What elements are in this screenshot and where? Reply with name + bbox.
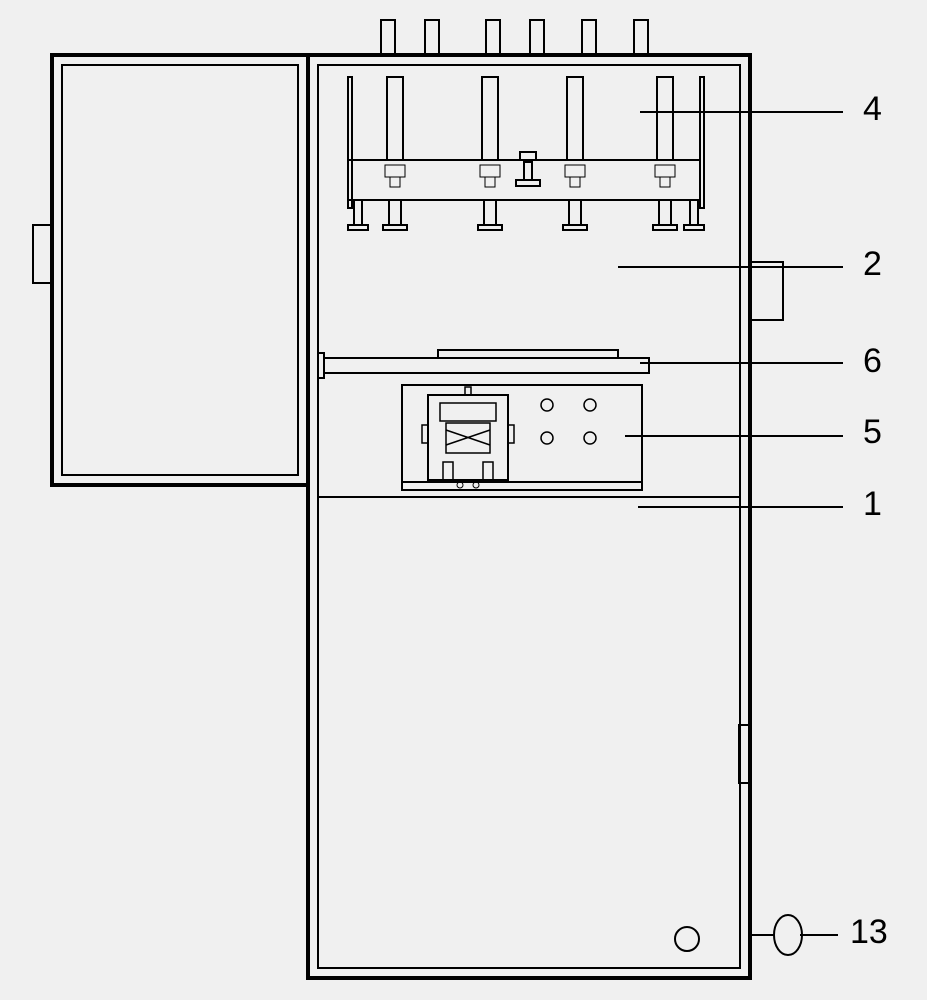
callout-label: 13	[850, 913, 888, 951]
callout-label: 2	[863, 245, 882, 283]
technical-diagram: 4 2 6 5 1 13	[0, 0, 927, 1000]
callout-label: 4	[863, 90, 882, 128]
callout-label: 1	[863, 485, 882, 523]
callout-label: 5	[863, 413, 882, 451]
callout-label: 6	[863, 342, 882, 380]
